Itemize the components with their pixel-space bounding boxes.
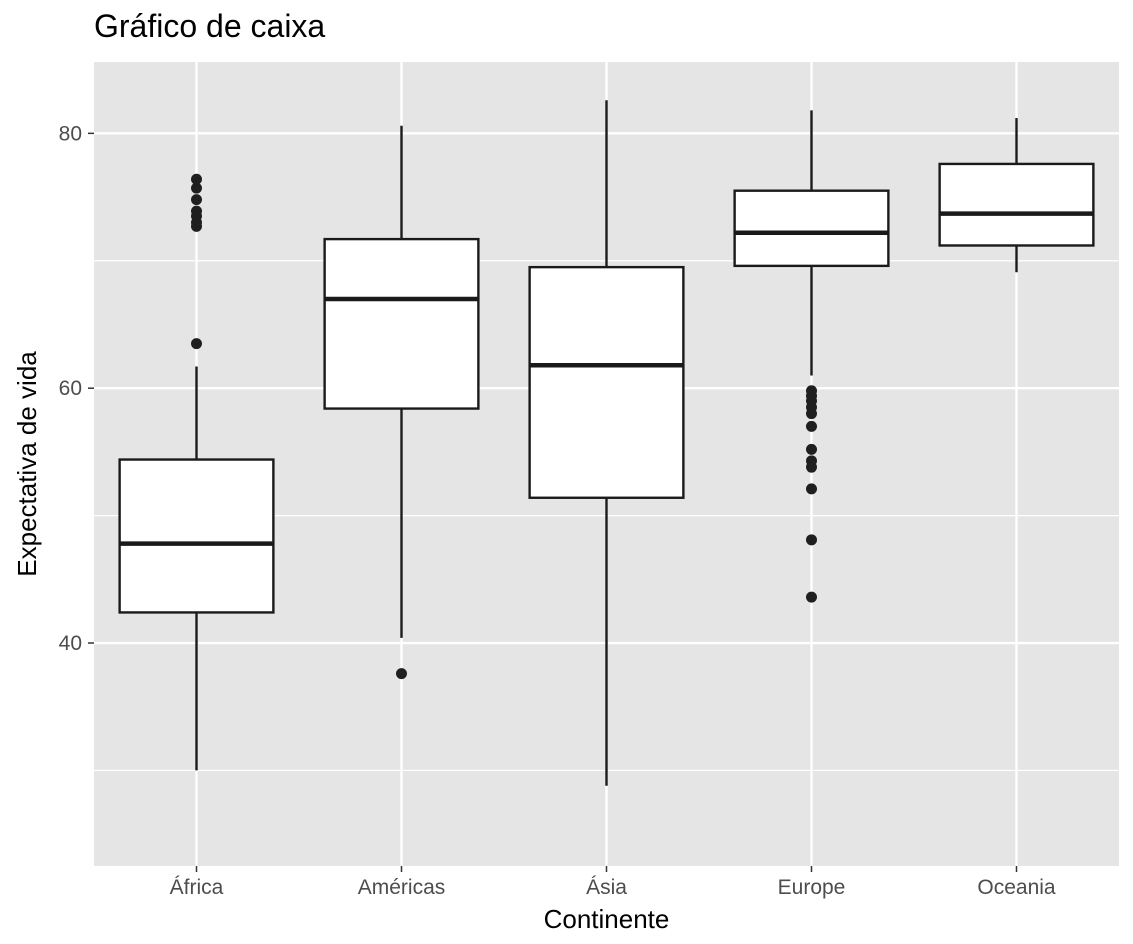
y-tick-label: 80 (59, 122, 82, 145)
box-Ásia (528, 100, 685, 786)
chart-title: Gráfico de caixa (94, 8, 326, 44)
x-axis-title: Continente (544, 904, 670, 934)
iqr-box (118, 458, 275, 614)
iqr-box (733, 189, 890, 268)
outlier-point (191, 338, 202, 350)
box-Europe (733, 110, 890, 603)
outlier-point (806, 455, 817, 467)
outlier-point (191, 194, 202, 206)
outlier-point (806, 591, 817, 603)
box-series (118, 100, 1095, 786)
outlier-point (191, 205, 202, 217)
iqr-box (323, 237, 480, 410)
outlier-point (191, 182, 202, 194)
box-África (118, 173, 275, 771)
outlier-point (806, 483, 817, 495)
y-tick-label: 60 (59, 377, 82, 400)
iqr-box (528, 265, 685, 499)
box-Oceania (938, 118, 1095, 273)
x-tick-label: Ásia (586, 876, 627, 899)
outlier-point (806, 385, 817, 397)
outlier-point (396, 668, 407, 680)
outlier-point (806, 420, 817, 432)
y-axis: 40 60 80 (59, 122, 94, 655)
x-tick-label: Europe (778, 876, 846, 899)
x-tick-label: Américas (358, 876, 446, 899)
outlier-point (806, 443, 817, 455)
y-tick-label: 40 (59, 632, 82, 655)
x-tick-label: Oceania (977, 876, 1056, 899)
outlier-point (191, 173, 202, 185)
iqr-box (938, 162, 1095, 247)
box-Américas (323, 125, 480, 680)
y-axis-title: Expectativa de vida (12, 351, 42, 577)
x-tick-label: África (170, 876, 224, 899)
outlier-point (806, 534, 817, 546)
x-axis: África Américas Ásia Europe Oceania (170, 866, 1056, 899)
